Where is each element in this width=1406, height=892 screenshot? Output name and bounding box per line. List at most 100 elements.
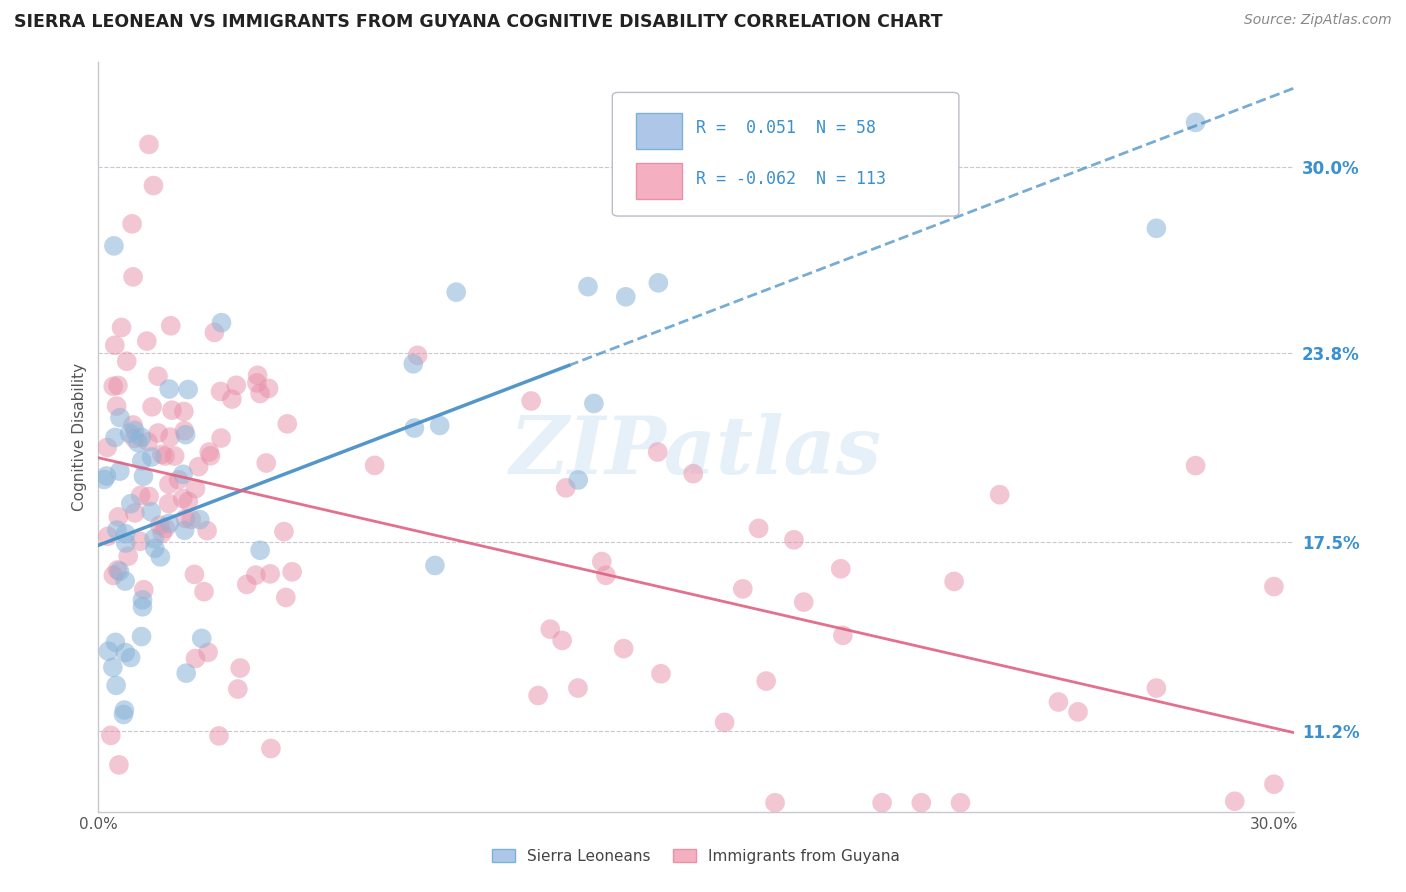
Point <box>183 567 205 582</box>
Point <box>172 491 194 506</box>
Point <box>198 445 221 459</box>
Point <box>949 796 972 810</box>
Point <box>107 563 129 577</box>
Point <box>108 410 131 425</box>
Point <box>117 549 139 564</box>
Point <box>236 577 259 591</box>
Point <box>149 518 172 533</box>
Point <box>157 382 180 396</box>
Point <box>105 678 128 692</box>
Point <box>193 584 215 599</box>
Point <box>107 378 129 392</box>
Point <box>131 592 153 607</box>
Point <box>226 681 249 696</box>
Point <box>363 458 385 473</box>
Bar <box>637 112 682 149</box>
Point <box>595 568 617 582</box>
Point <box>174 511 197 525</box>
Point <box>209 431 232 445</box>
Point <box>100 728 122 742</box>
Point <box>910 796 932 810</box>
Point <box>1144 221 1167 235</box>
Point <box>682 467 704 481</box>
Point <box>122 417 145 432</box>
Point <box>1184 115 1206 129</box>
Point <box>259 566 281 581</box>
Point <box>208 729 231 743</box>
Point <box>163 449 186 463</box>
Point <box>96 469 118 483</box>
Point <box>423 558 446 573</box>
Point <box>112 703 135 717</box>
Point <box>103 239 125 253</box>
Point <box>187 459 209 474</box>
Point <box>200 449 222 463</box>
Point <box>96 441 118 455</box>
Text: R =  0.051  N = 58: R = 0.051 N = 58 <box>696 120 876 137</box>
Point <box>444 285 467 300</box>
Point <box>554 481 576 495</box>
Point <box>195 524 218 538</box>
Point <box>1184 458 1206 473</box>
Point <box>273 524 295 539</box>
Point <box>177 383 200 397</box>
Point <box>793 595 815 609</box>
Point <box>124 432 146 446</box>
Point <box>97 644 120 658</box>
Point <box>221 392 243 406</box>
Point <box>254 456 277 470</box>
Point <box>763 796 786 810</box>
Point <box>114 646 136 660</box>
Point <box>101 660 124 674</box>
Point <box>1144 681 1167 695</box>
Point <box>567 681 589 695</box>
Point <box>173 424 195 438</box>
Point <box>131 630 153 644</box>
Point <box>132 469 155 483</box>
Point <box>104 338 127 352</box>
Point <box>783 533 806 547</box>
Point <box>129 488 152 502</box>
Point <box>146 369 169 384</box>
Point <box>713 715 735 730</box>
Point <box>177 494 200 508</box>
Point <box>246 368 269 383</box>
Point <box>103 379 125 393</box>
Point <box>274 591 297 605</box>
Point <box>103 568 125 582</box>
Text: Source: ZipAtlas.com: Source: ZipAtlas.com <box>1244 13 1392 28</box>
Point <box>114 574 136 588</box>
Point <box>108 464 131 478</box>
Point <box>118 426 141 441</box>
Point <box>104 635 127 649</box>
Text: R = -0.062  N = 113: R = -0.062 N = 113 <box>696 170 886 188</box>
Point <box>105 523 128 537</box>
Point <box>429 418 451 433</box>
Point <box>155 521 177 535</box>
Point <box>755 674 778 689</box>
Point <box>131 599 153 614</box>
Point <box>110 320 132 334</box>
Point <box>832 157 855 171</box>
Point <box>141 505 163 519</box>
Point <box>146 425 169 440</box>
Point <box>184 482 207 496</box>
Point <box>591 555 613 569</box>
Point <box>153 449 176 463</box>
Point <box>120 497 142 511</box>
Point <box>281 565 304 579</box>
Point <box>149 549 172 564</box>
Point <box>131 430 153 444</box>
Point <box>209 384 232 399</box>
Point <box>613 641 636 656</box>
Point <box>538 622 561 636</box>
Point <box>748 521 770 535</box>
Point <box>138 137 160 152</box>
Text: SIERRA LEONEAN VS IMMIGRANTS FROM GUYANA COGNITIVE DISABILITY CORRELATION CHART: SIERRA LEONEAN VS IMMIGRANTS FROM GUYANA… <box>14 13 942 31</box>
Point <box>870 796 893 810</box>
Point <box>150 447 173 461</box>
Point <box>1067 705 1090 719</box>
Point <box>211 316 233 330</box>
Point <box>131 454 153 468</box>
Point <box>143 532 166 546</box>
